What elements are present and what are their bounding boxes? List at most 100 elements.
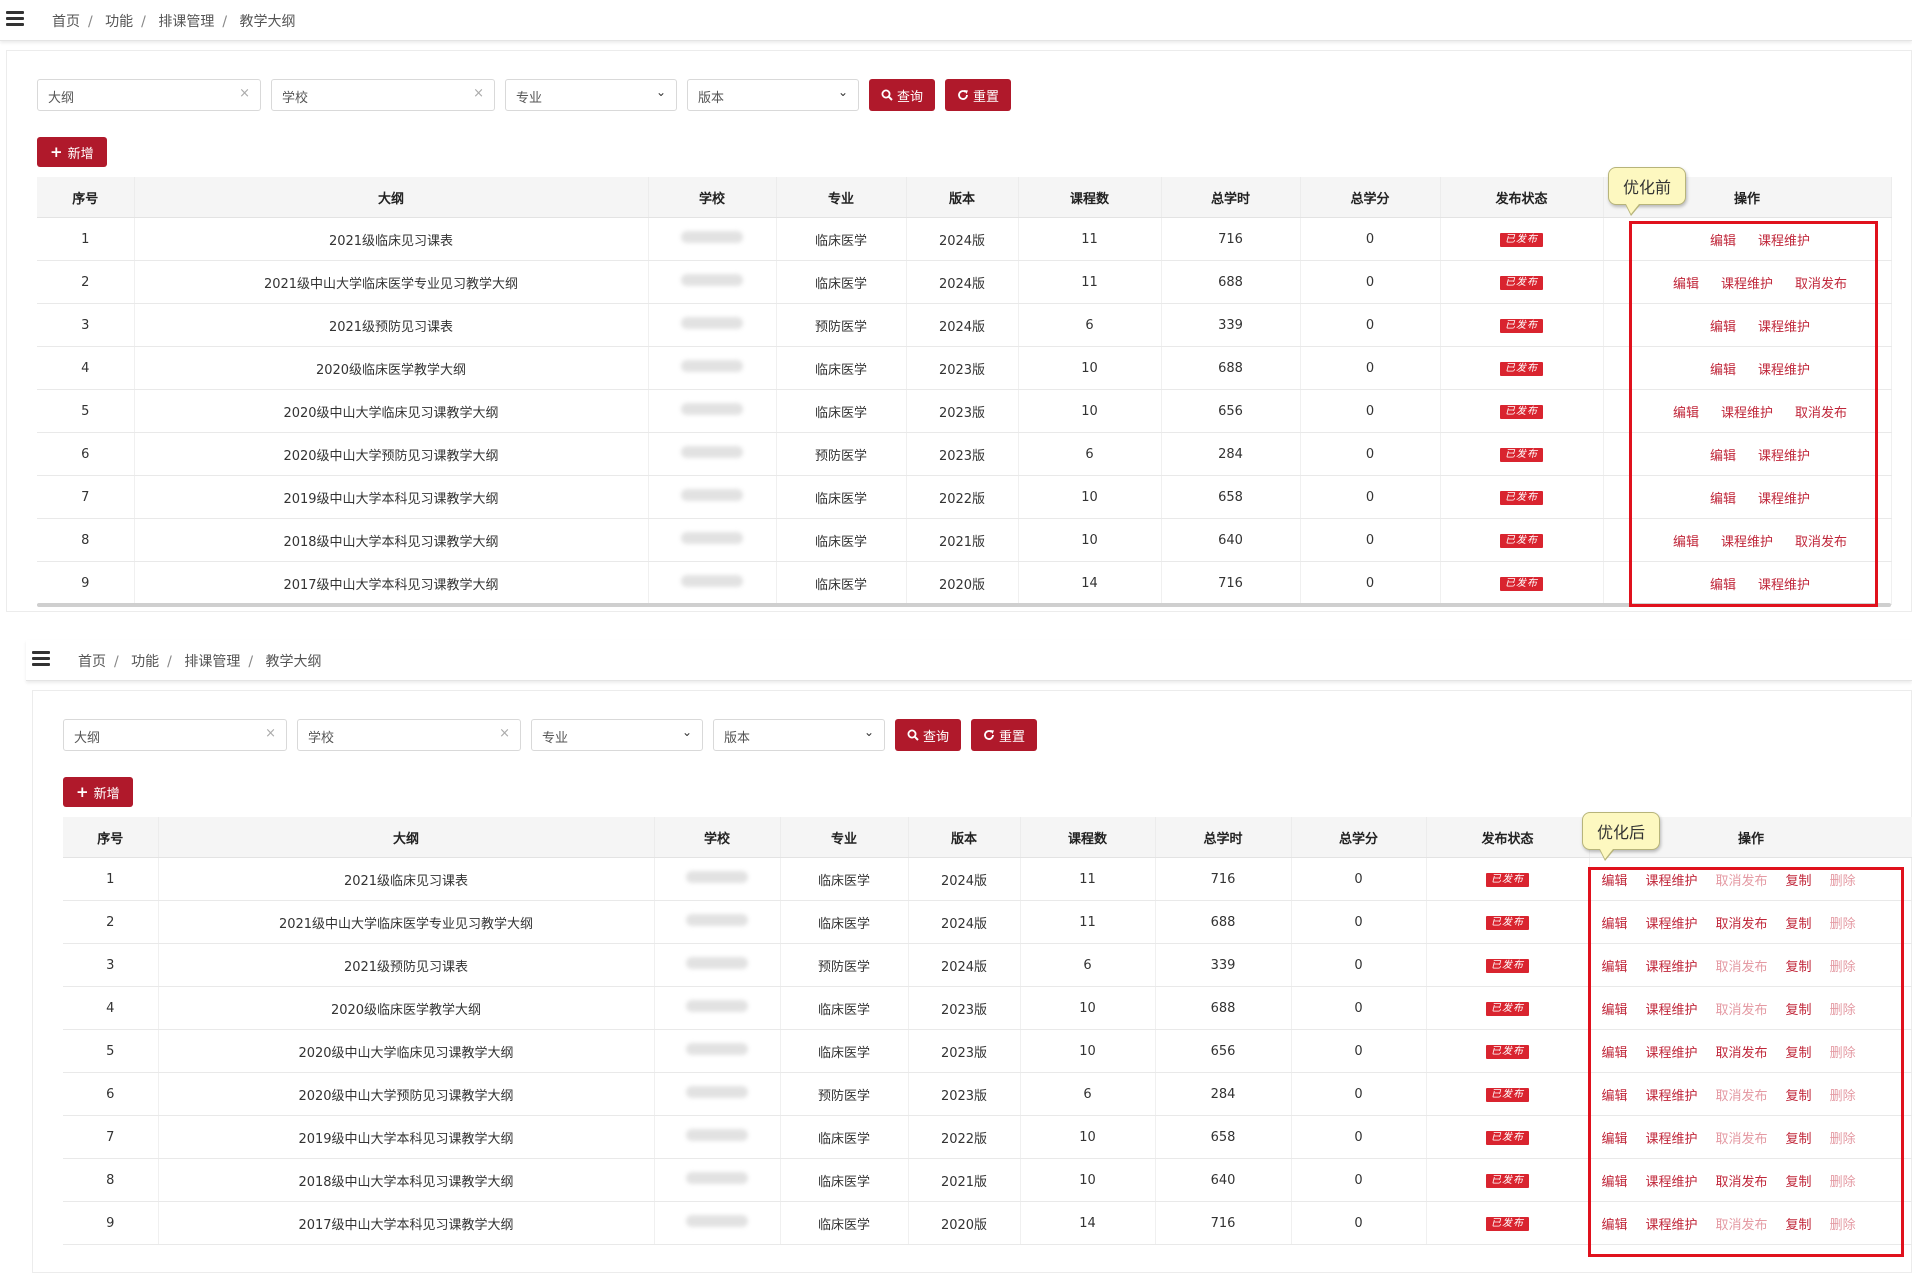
action-delete[interactable]: 删除 <box>1829 1131 1856 1147</box>
table-row[interactable]: 8 2018级中山大学本科见习课教学大纲 临床医学 2021版 10 640 0 已发布 编辑 课… <box>63 1158 1912 1202</box>
action-delete[interactable]: 删除 <box>1829 1002 1856 1018</box>
breadcrumb-scheduling[interactable]: 排课管理 <box>158 14 215 30</box>
table-row[interactable]: 5 2020级中山大学临床见习课教学大纲 临床医学 2023版 10 656 0 已发布 编辑 课… <box>63 1029 1912 1073</box>
action-edit[interactable]: 编辑 <box>1672 405 1699 421</box>
table-row[interactable]: 5 2020级中山大学临床见习课教学大纲 临床医学 2023版 10 656 0 已发布 编辑 课… <box>37 389 1892 433</box>
action-copy[interactable]: 复制 <box>1785 959 1812 975</box>
action-edit[interactable]: 编辑 <box>1601 1045 1628 1061</box>
action-unpublish[interactable]: 取消发布 <box>1715 873 1768 889</box>
action-delete[interactable]: 删除 <box>1829 916 1856 932</box>
action-copy[interactable]: 复制 <box>1785 916 1812 932</box>
school-input[interactable]: 学校 × <box>271 79 495 111</box>
action-unpublish[interactable]: 取消发布 <box>1715 916 1768 932</box>
action-copy[interactable]: 复制 <box>1785 873 1812 889</box>
table-row[interactable]: 6 2020级中山大学预防见习课教学大纲 预防医学 2023版 6 284 0 已发布 编辑 课程… <box>37 432 1892 476</box>
action-edit[interactable]: 编辑 <box>1709 577 1736 593</box>
action-edit[interactable]: 编辑 <box>1709 448 1736 464</box>
clear-icon[interactable]: × <box>265 726 276 741</box>
action-maintain[interactable]: 课程维护 <box>1645 1131 1698 1147</box>
action-delete[interactable]: 删除 <box>1829 1088 1856 1104</box>
action-edit[interactable]: 编辑 <box>1709 491 1736 507</box>
table-row[interactable]: 9 2017级中山大学本科见习课教学大纲 临床医学 2020版 14 716 0 已发布 编辑 课… <box>63 1201 1912 1245</box>
table-row[interactable]: 2 2021级中山大学临床医学专业见习教学大纲 临床医学 2024版 11 688 0 已发布… <box>63 900 1912 944</box>
action-edit[interactable]: 编辑 <box>1709 319 1736 335</box>
action-maintain[interactable]: 课程维护 <box>1758 362 1811 378</box>
action-maintain[interactable]: 课程维护 <box>1645 916 1698 932</box>
breadcrumb-home[interactable]: 首页 <box>78 654 106 670</box>
action-unpublish[interactable]: 取消发布 <box>1715 1002 1768 1018</box>
action-maintain[interactable]: 课程维护 <box>1645 959 1698 975</box>
action-unpublish[interactable]: 取消发布 <box>1715 1174 1768 1190</box>
action-edit[interactable]: 编辑 <box>1709 233 1736 249</box>
action-maintain[interactable]: 课程维护 <box>1645 1174 1698 1190</box>
action-maintain[interactable]: 课程维护 <box>1758 233 1811 249</box>
version-select[interactable]: 版本 ⌄ <box>687 79 859 111</box>
action-maintain[interactable]: 课程维护 <box>1758 577 1811 593</box>
action-copy[interactable]: 复制 <box>1785 1174 1812 1190</box>
action-delete[interactable]: 删除 <box>1829 959 1856 975</box>
action-maintain[interactable]: 课程维护 <box>1758 491 1811 507</box>
breadcrumb-function[interactable]: 功能 <box>131 654 160 670</box>
clear-icon[interactable]: × <box>499 726 510 741</box>
action-edit[interactable]: 编辑 <box>1672 276 1699 292</box>
action-unpublish[interactable]: 取消发布 <box>1795 405 1848 421</box>
action-unpublish[interactable]: 取消发布 <box>1715 1217 1768 1233</box>
action-copy[interactable]: 复制 <box>1785 1088 1812 1104</box>
breadcrumb-scheduling[interactable]: 排课管理 <box>184 654 241 670</box>
action-maintain[interactable]: 课程维护 <box>1720 405 1773 421</box>
menu-icon[interactable] <box>32 651 50 666</box>
action-delete[interactable]: 删除 <box>1829 1217 1856 1233</box>
table-row[interactable]: 8 2018级中山大学本科见习课教学大纲 临床医学 2021版 10 640 0 已发布 编辑 课… <box>37 518 1892 562</box>
action-copy[interactable]: 复制 <box>1785 1131 1812 1147</box>
action-copy[interactable]: 复制 <box>1785 1002 1812 1018</box>
syllabus-input[interactable]: 大纲 × <box>37 79 261 111</box>
syllabus-input[interactable]: 大纲 × <box>63 719 287 751</box>
action-edit[interactable]: 编辑 <box>1601 916 1628 932</box>
table-row[interactable]: 4 2020级临床医学教学大纲 临床医学 2023版 10 688 0 已发布 编辑 课程维护 取消… <box>63 986 1912 1030</box>
major-select[interactable]: 专业 ⌄ <box>531 719 703 751</box>
action-unpublish[interactable]: 取消发布 <box>1715 1088 1768 1104</box>
action-maintain[interactable]: 课程维护 <box>1720 276 1773 292</box>
school-input[interactable]: 学校 × <box>297 719 521 751</box>
action-delete[interactable]: 删除 <box>1829 1045 1856 1061</box>
breadcrumb-home[interactable]: 首页 <box>52 14 80 30</box>
version-select[interactable]: 版本 ⌄ <box>713 719 885 751</box>
action-unpublish[interactable]: 取消发布 <box>1715 1045 1768 1061</box>
table-row[interactable]: 6 2020级中山大学预防见习课教学大纲 预防医学 2023版 6 284 0 已发布 编辑 课程… <box>63 1072 1912 1116</box>
add-button[interactable]: + 新增 <box>63 777 133 807</box>
clear-icon[interactable]: × <box>473 86 484 101</box>
action-unpublish[interactable]: 取消发布 <box>1795 534 1848 550</box>
reset-button[interactable]: 重置 <box>971 719 1038 751</box>
action-edit[interactable]: 编辑 <box>1601 959 1628 975</box>
action-delete[interactable]: 删除 <box>1829 1174 1856 1190</box>
add-button[interactable]: + 新增 <box>37 137 107 167</box>
menu-icon[interactable] <box>6 11 24 26</box>
action-edit[interactable]: 编辑 <box>1601 1174 1628 1190</box>
action-maintain[interactable]: 课程维护 <box>1645 1002 1698 1018</box>
table-row[interactable]: 1 2021级临床见习课表 临床医学 2024版 11 716 0 已发布 编辑 课程维护 <box>37 217 1892 261</box>
table-row[interactable]: 2 2021级中山大学临床医学专业见习教学大纲 临床医学 2024版 11 688 0 已发布… <box>37 260 1892 304</box>
action-unpublish[interactable]: 取消发布 <box>1795 276 1848 292</box>
table-row[interactable]: 4 2020级临床医学教学大纲 临床医学 2023版 10 688 0 已发布 编辑 课程维护 <box>37 346 1892 390</box>
action-edit[interactable]: 编辑 <box>1672 534 1699 550</box>
table-row[interactable]: 3 2021级预防见习课表 预防医学 2024版 6 339 0 已发布 编辑 课程维护 取消发布 复… <box>63 943 1912 987</box>
action-edit[interactable]: 编辑 <box>1601 1088 1628 1104</box>
horizontal-scrollbar[interactable] <box>37 603 1891 607</box>
action-maintain[interactable]: 课程维护 <box>1645 1088 1698 1104</box>
action-maintain[interactable]: 课程维护 <box>1645 873 1698 889</box>
action-maintain[interactable]: 课程维护 <box>1758 448 1811 464</box>
action-copy[interactable]: 复制 <box>1785 1217 1812 1233</box>
action-edit[interactable]: 编辑 <box>1601 1217 1628 1233</box>
action-maintain[interactable]: 课程维护 <box>1758 319 1811 335</box>
action-maintain[interactable]: 课程维护 <box>1645 1217 1698 1233</box>
table-row[interactable]: 7 2019级中山大学本科见习课教学大纲 临床医学 2022版 10 658 0 已发布 编辑 课… <box>63 1115 1912 1159</box>
reset-button[interactable]: 重置 <box>945 79 1012 111</box>
action-maintain[interactable]: 课程维护 <box>1720 534 1773 550</box>
action-edit[interactable]: 编辑 <box>1709 362 1736 378</box>
action-maintain[interactable]: 课程维护 <box>1645 1045 1698 1061</box>
action-copy[interactable]: 复制 <box>1785 1045 1812 1061</box>
table-row[interactable]: 3 2021级预防见习课表 预防医学 2024版 6 339 0 已发布 编辑 课程维护 <box>37 303 1892 347</box>
table-row[interactable]: 9 2017级中山大学本科见习课教学大纲 临床医学 2020版 14 716 0 已发布 编辑 课… <box>37 561 1892 605</box>
search-button[interactable]: 查询 <box>895 719 962 751</box>
table-row[interactable]: 7 2019级中山大学本科见习课教学大纲 临床医学 2022版 10 658 0 已发布 编辑 课… <box>37 475 1892 519</box>
